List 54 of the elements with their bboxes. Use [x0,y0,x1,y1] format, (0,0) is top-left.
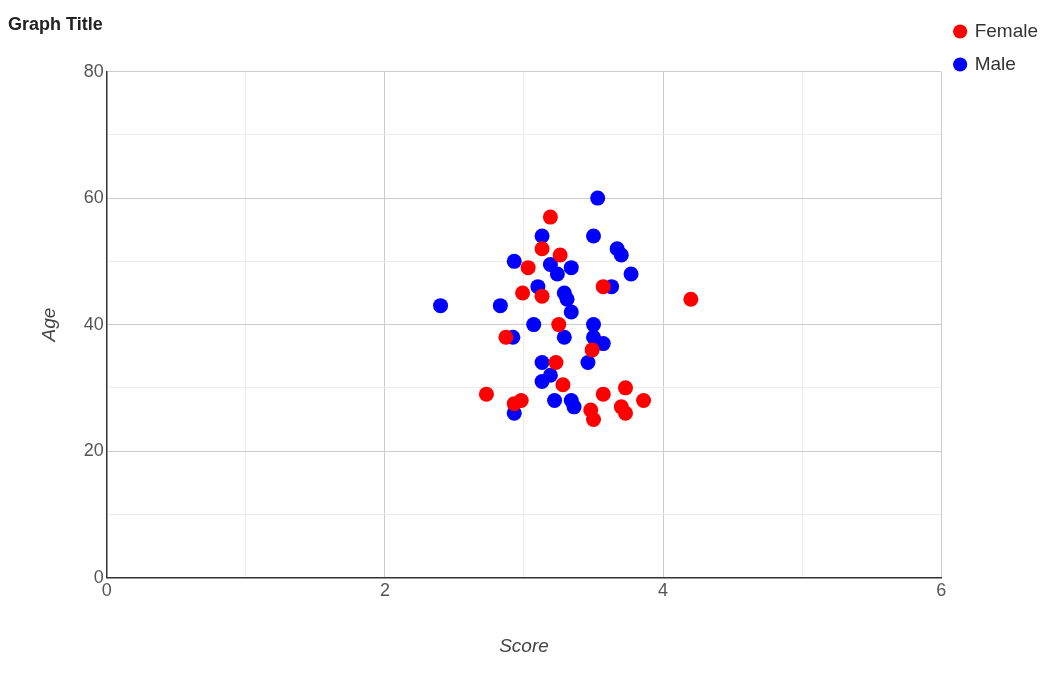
point [556,329,572,345]
point [559,291,575,307]
point [492,298,508,314]
point [534,228,550,244]
point [515,285,531,301]
point [526,317,542,333]
point [534,241,550,257]
point [549,266,565,282]
point [506,396,522,412]
point [551,317,567,333]
point [580,355,596,371]
x-tick-label: 6 [936,580,947,601]
point [520,260,536,276]
point [534,374,550,390]
x-tick-label: 2 [379,580,390,601]
point [636,393,652,408]
point [478,386,494,402]
point [433,298,449,314]
point [590,190,606,206]
point [534,288,550,304]
point [542,209,558,225]
point [617,380,633,396]
point [534,355,550,371]
point [563,304,579,320]
legend-label: Female [974,19,1038,41]
y-tick-label: 20 [83,440,104,461]
point [586,411,602,427]
point [547,393,563,408]
point [555,377,571,393]
y-tick-label: 80 [83,60,104,81]
point [552,247,568,263]
chart-title: Graph Title [8,13,103,34]
point [595,386,611,402]
point [586,228,602,244]
y-tick-label: 60 [83,187,104,208]
point [595,336,611,352]
point [623,266,639,282]
point [613,247,629,263]
point [586,317,602,333]
point [566,399,582,415]
point [683,291,699,307]
y-tick-label: 0 [93,566,104,587]
point [584,342,600,358]
point [617,405,633,421]
point [595,279,611,295]
point [548,355,564,371]
point [506,253,522,269]
x-axis-title: Score [499,634,549,656]
legend-label: Male [974,52,1016,74]
point [498,329,514,345]
y-tick-label: 40 [83,313,104,334]
x-tick-label: 4 [658,580,669,601]
y-axis-title: Age [37,307,59,343]
point [563,260,579,276]
